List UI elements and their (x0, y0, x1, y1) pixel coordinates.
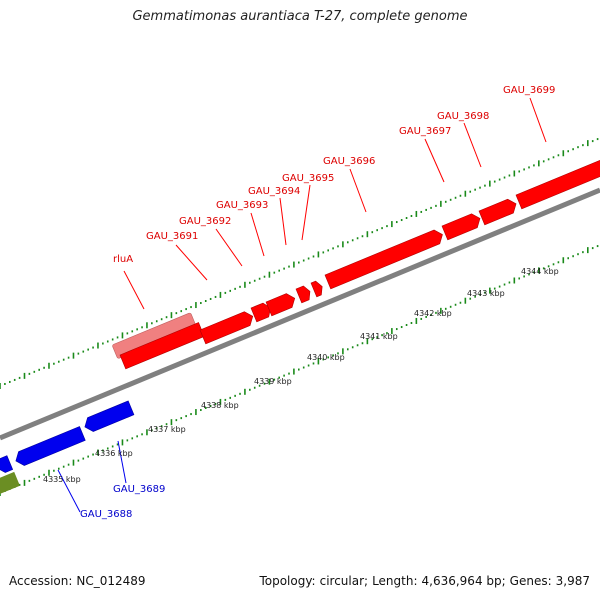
feature-GAU_3691[interactable] (199, 309, 256, 345)
scale-label-4337: 4337 kbp (148, 425, 186, 434)
scale-label-4335: 4335 kbp (43, 475, 81, 484)
scale-labels: 4335 kbp 4336 kbp 4337 kbp 4338 kbp 4339… (43, 267, 559, 484)
gene-label-GAU_3695[interactable]: GAU_3695 (282, 173, 334, 184)
gene-label-GAU_3696[interactable]: GAU_3696 (323, 156, 375, 167)
reverse-gene-labels: GAU_3688 GAU_3689 (80, 484, 165, 520)
leader-GAU_3699 (529, 97, 547, 143)
gene-label-GAU_3689[interactable]: GAU_3689 (113, 484, 165, 495)
leader-GAU_3692 (215, 228, 243, 267)
gene-label-rluA[interactable]: rluA (113, 254, 133, 265)
leader-GAU_3691 (175, 244, 208, 281)
length-label: Length: (372, 574, 418, 588)
accession-value: NC_012489 (76, 574, 146, 588)
gene-label-GAU_3693[interactable]: GAU_3693 (216, 200, 268, 211)
scale-label-4339: 4339 kbp (254, 377, 292, 386)
feature-GAU_3697[interactable] (441, 211, 483, 241)
scale-label-4343: 4343 kbp (467, 289, 505, 298)
length-value: 4,636,964 bp; (421, 574, 506, 588)
leader-rluA (123, 270, 145, 310)
feature-GAU_3698[interactable] (478, 197, 519, 226)
gene-label-GAU_3691[interactable]: GAU_3691 (146, 231, 198, 242)
leader-GAU_3694 (279, 197, 287, 246)
gene-label-GAU_3688[interactable]: GAU_3688 (80, 509, 132, 520)
gene-label-GAU_3692[interactable]: GAU_3692 (179, 216, 231, 227)
scale-label-4336: 4336 kbp (95, 449, 133, 458)
gene-features (0, 158, 600, 495)
leader-GAU_3689 (117, 440, 127, 484)
leader-GAU_3696 (349, 168, 367, 213)
scale-label-4344: 4344 kbp (521, 267, 559, 276)
genes-value: 3,987 (555, 574, 590, 588)
scale-label-4340: 4340 kbp (307, 353, 345, 362)
feature-GAU_3692[interactable] (250, 301, 273, 323)
feature-GAU_3699[interactable] (515, 158, 600, 210)
genes-label: Genes: (509, 574, 552, 588)
forward-gene-labels: rluA GAU_3691 GAU_3692 GAU_3693 GAU_3694… (113, 85, 555, 265)
feature-GAU_3696[interactable] (324, 228, 445, 290)
feature-GAU_3689[interactable] (82, 400, 135, 434)
accession-label: Accession: (9, 574, 73, 588)
scale-label-4341: 4341 kbp (360, 332, 398, 341)
gene-label-GAU_3698[interactable]: GAU_3698 (437, 111, 489, 122)
gene-label-GAU_3699[interactable]: GAU_3699 (503, 85, 555, 96)
gene-label-GAU_3697[interactable]: GAU_3697 (399, 126, 451, 137)
feature-GAU_3688[interactable] (13, 426, 86, 468)
topology-value: circular; (319, 574, 369, 588)
feature-other[interactable] (0, 471, 20, 495)
accession-info: Accession: NC_012489 (9, 574, 146, 588)
leader-GAU_3688 (57, 469, 81, 513)
tick-marks (0, 138, 599, 496)
leader-GAU_3695 (301, 184, 311, 241)
topology-label: Topology: (259, 574, 316, 588)
feature-GAU_3693[interactable] (265, 291, 298, 317)
feature-GAU_3694[interactable] (295, 284, 313, 304)
scale-label-4338: 4338 kbp (201, 401, 239, 410)
feature-GAU_3687[interactable] (0, 455, 14, 475)
gene-label-GAU_3694[interactable]: GAU_3694 (248, 186, 300, 197)
map-title: Gemmatimonas aurantiaca T-27, complete g… (132, 9, 468, 24)
genome-backbone (0, 187, 600, 441)
leader-lines (57, 97, 547, 513)
genome-summary: Topology: circular; Length: 4,636,964 bp; Ge… (259, 574, 590, 588)
scale-label-4342: 4342 kbp (414, 309, 452, 318)
feature-GAU_3695[interactable] (310, 280, 325, 298)
leader-GAU_3698 (463, 122, 482, 168)
leader-GAU_3693 (250, 212, 265, 257)
leader-GAU_3697 (424, 138, 445, 183)
